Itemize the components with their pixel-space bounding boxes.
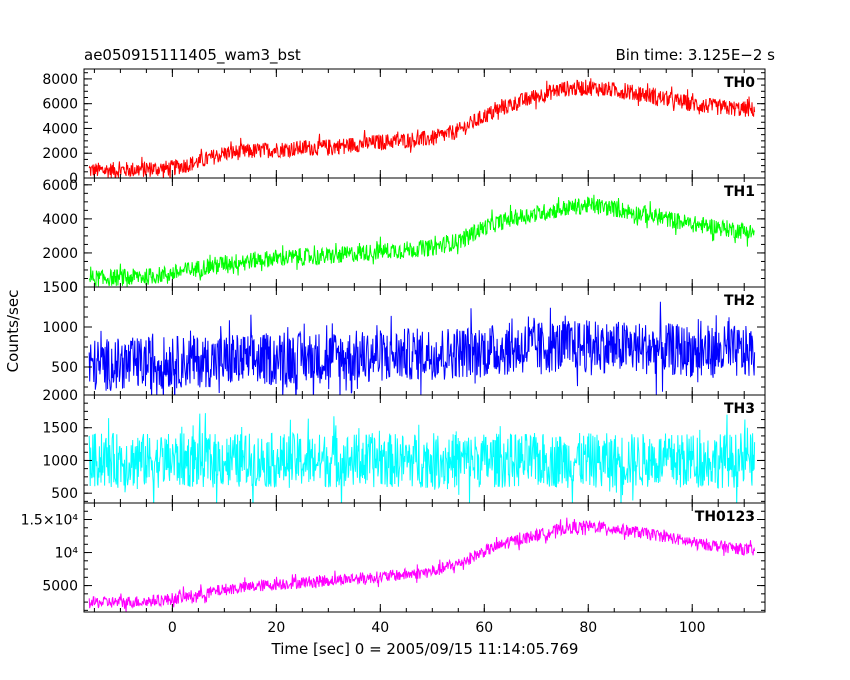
series-th0123-line: [88, 517, 756, 612]
x-tick-label: 40: [371, 620, 389, 636]
y-tick-label: 2000: [42, 246, 78, 262]
y-tick-label: 1500: [42, 421, 78, 437]
y-tick-label: 6000: [42, 97, 78, 113]
panel-label-th1: TH1: [724, 184, 755, 200]
x-tick-label: 100: [679, 620, 706, 636]
plot-title-left: ae050915111405_wam3_bst: [84, 46, 301, 65]
panel-label-th0: TH0: [724, 75, 755, 91]
x-tick-label: 80: [579, 620, 597, 636]
y-tick-label: 8000: [42, 72, 78, 88]
panel-label-th3: TH3: [724, 401, 755, 417]
x-tick-label: 20: [267, 620, 285, 636]
series-th0-line: [88, 78, 756, 178]
panel-label-th0123: TH0123: [695, 509, 755, 525]
x-tick-label: 0: [168, 620, 177, 636]
y-tick-label: 1000: [42, 320, 78, 336]
y-tick-label: 1000: [42, 453, 78, 469]
y-tick-label: 10⁴: [55, 546, 79, 562]
y-tick-label: 5000: [42, 579, 78, 595]
y-axis-label: Counts/sec: [4, 290, 22, 373]
panel-frame-th0123: [83, 502, 766, 613]
y-tick-label: 500: [51, 360, 78, 376]
y-tick-label: 1500: [42, 280, 78, 296]
y-tick-label: 1.5×10⁴: [21, 513, 79, 529]
y-tick-label: 2000: [42, 388, 78, 404]
y-tick-label: 0: [69, 280, 78, 296]
series-th1-line: [88, 194, 755, 287]
y-tick-label: 0: [69, 171, 78, 187]
panel-frame-th0: [83, 68, 766, 179]
x-axis-label: Time [sec] 0 = 2005/09/15 11:14:05.769: [271, 640, 579, 658]
y-tick-label: 6000: [42, 178, 78, 194]
y-tick-label: 2000: [42, 146, 78, 162]
series-th3-line: [88, 413, 756, 503]
x-tick-label: 60: [475, 620, 493, 636]
y-tick-label: 4000: [42, 121, 78, 137]
plot-title-right: Bin time: 3.125E−2 s: [615, 46, 775, 64]
panel-label-th2: TH2: [724, 293, 755, 309]
y-tick-label: 4000: [42, 212, 78, 228]
y-tick-label: 500: [51, 486, 78, 502]
series-th2-line: [88, 301, 756, 395]
